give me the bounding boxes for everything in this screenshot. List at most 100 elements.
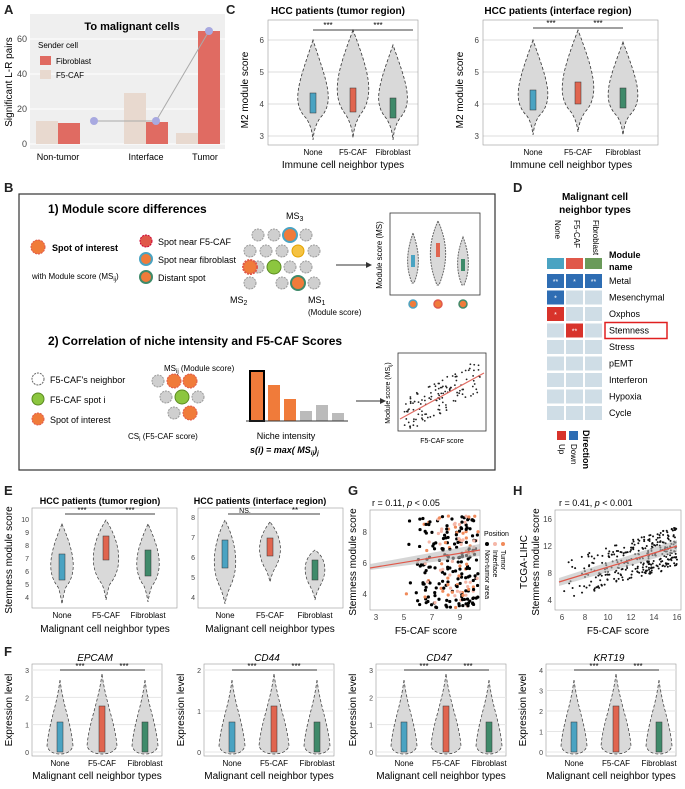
scatter-point	[648, 539, 651, 542]
scatter-point	[649, 570, 652, 573]
scatter-point	[648, 562, 651, 565]
mini-scatter-point	[409, 400, 412, 403]
mini-scatter-point	[468, 367, 471, 370]
scatter-point	[652, 535, 655, 538]
scatter-point	[650, 569, 653, 572]
x-tick: Fibroblast	[299, 759, 335, 768]
legend-swatch-f5caf	[40, 70, 51, 79]
scatter-point	[622, 554, 625, 557]
mini-scatter-point	[434, 385, 437, 388]
scatter-point	[621, 576, 624, 579]
scatter-point	[601, 554, 604, 557]
scatter-point	[596, 554, 599, 557]
scatter-point	[597, 574, 600, 577]
scatter-point	[663, 565, 666, 568]
y-axis-label: M2 module score	[455, 51, 466, 128]
scatter-point	[446, 576, 450, 580]
scatter-point	[656, 533, 659, 536]
x-tick: Interface	[128, 152, 163, 162]
spot-green	[266, 259, 282, 275]
svg-text:s(i) = max( MSij)j: s(i) = max( MSij)j	[250, 445, 319, 457]
y-axis-label: Stemness module score	[348, 508, 359, 616]
scatter-point	[669, 539, 672, 542]
scatter-point	[466, 557, 470, 561]
scatter-point	[637, 538, 640, 541]
expression-box	[485, 721, 493, 753]
mini-scatter-point	[442, 392, 445, 395]
panel-c-chart: HCC patients (tumor region) *** *** 3 4 …	[240, 6, 659, 171]
expression-box	[141, 721, 149, 753]
sig-mark: ***	[373, 21, 382, 30]
x-tick: F5-CAF	[256, 611, 284, 620]
neighbor-icon	[31, 372, 45, 386]
scatter-point	[659, 557, 662, 560]
mini-scatter-point	[437, 392, 440, 395]
x-tick: 7	[430, 613, 435, 622]
ms1-label: MS	[308, 295, 322, 305]
y-tick: 4	[475, 100, 480, 109]
scatter-point	[425, 548, 429, 553]
scatter-point	[662, 533, 665, 536]
scatter-point	[669, 554, 672, 557]
scatter-point	[428, 520, 432, 524]
scatter-point	[617, 572, 620, 575]
violin-f5caf	[561, 28, 595, 133]
with-ms-sub: ij	[113, 277, 116, 283]
mini-scatter-point	[441, 379, 444, 382]
mini-scatter-point	[405, 410, 408, 413]
mini-scatter-point	[456, 391, 459, 394]
scatter-point	[608, 550, 611, 553]
sig-mark: ***	[463, 662, 472, 671]
x-tick: None	[564, 759, 584, 768]
expression-box	[612, 705, 620, 753]
violin-none	[297, 38, 329, 141]
scatter-point	[426, 595, 430, 599]
scatter-point	[643, 538, 646, 541]
scatter-point	[437, 597, 441, 601]
heatmap-title-1: Malignant cell	[562, 192, 628, 203]
mini-scatter-point	[430, 395, 433, 398]
legend-title: Position	[484, 531, 509, 538]
heatmap-cell	[547, 373, 564, 387]
plot-frame	[197, 507, 344, 609]
x-axis-label: Immune cell neighbor types	[282, 160, 404, 171]
gene-title: CD44	[254, 653, 280, 664]
scatter-point	[613, 577, 616, 580]
mini-scatter-point	[407, 409, 409, 412]
scatter-point	[464, 580, 468, 584]
gene-title: KRT19	[594, 653, 625, 664]
niche-bar	[332, 413, 344, 421]
scatter-point	[464, 523, 468, 527]
x-tick: Non-tumor	[37, 152, 80, 162]
scatter-point	[460, 520, 464, 524]
plot-frame	[203, 663, 335, 757]
mini-icon	[433, 299, 443, 309]
with-ms-label: with Module score (MS	[31, 272, 113, 281]
mini-scatter-point	[461, 393, 464, 396]
bar-tumor-f5caf	[176, 133, 198, 144]
scatter-point	[660, 570, 663, 573]
scatter-point	[621, 567, 624, 570]
scatter-point	[436, 531, 441, 536]
scatter-point	[434, 586, 438, 590]
panel-label-d: D	[513, 180, 523, 195]
col-header-fibroblast	[585, 258, 602, 269]
y-tick: 10	[21, 517, 29, 524]
x-tick: F5-CAF	[564, 148, 592, 157]
col-label: Fibroblast	[591, 220, 600, 256]
y-tick: 8	[25, 543, 29, 550]
module-name-2: name	[609, 262, 633, 272]
sig-mark: ***	[75, 662, 84, 671]
bar-nontumor-f5caf	[36, 121, 58, 144]
scatter-point	[446, 535, 450, 540]
svg-text:r = 0.41, p < 0.001: r = 0.41, p < 0.001	[559, 498, 633, 508]
sig-mark: ***	[546, 19, 555, 28]
panel-a-chart: To malignant cells Sender cell Fibroblas…	[4, 14, 225, 162]
y-tick: 2	[539, 709, 543, 716]
x-axis-label: Immune cell neighbor types	[510, 160, 632, 171]
mini-scatter-point	[432, 414, 435, 417]
csi-label: CS	[128, 432, 139, 441]
scatter-point	[457, 522, 462, 527]
plot-frame	[369, 509, 481, 611]
scatter-point	[433, 591, 437, 595]
